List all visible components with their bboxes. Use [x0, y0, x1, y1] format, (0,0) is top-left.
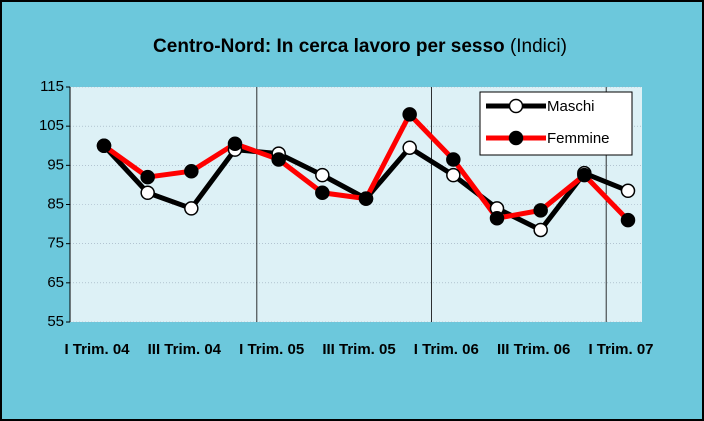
marker — [533, 203, 548, 218]
marker — [271, 152, 286, 167]
marker — [620, 212, 636, 228]
marker — [446, 167, 461, 183]
x-tick-label: I Trim. 06 — [413, 341, 479, 358]
x-tick-label: III Trim. 06 — [496, 341, 571, 358]
legend-label: Femmine — [547, 130, 610, 147]
legend-box — [479, 91, 633, 156]
chart-title: Centro-Nord: In cerca lavoro per sesso (… — [153, 36, 567, 57]
y-tick-label: 85 — [47, 195, 64, 212]
y-tick-label: 65 — [47, 274, 64, 291]
marker — [96, 138, 112, 153]
x-tick-label: I Trim. 04 — [64, 341, 130, 358]
legend-marker — [508, 130, 524, 146]
y-tick-label: 75 — [47, 235, 64, 252]
legend-label: Maschi — [547, 98, 595, 115]
marker — [533, 222, 548, 238]
marker — [358, 191, 374, 206]
y-tick-label: 105 — [39, 117, 64, 134]
y-tick-label: 55 — [47, 313, 64, 330]
x-tick-label: III Trim. 04 — [147, 341, 222, 358]
x-tick-label: I Trim. 07 — [588, 341, 654, 358]
title-main: Centro-Nord: In cerca lavoro per sesso — [153, 36, 505, 57]
marker — [315, 167, 330, 183]
marker — [620, 183, 636, 199]
marker — [140, 169, 155, 185]
marker — [402, 140, 417, 155]
x-tick-label: III Trim. 05 — [322, 341, 396, 358]
marker — [489, 210, 505, 226]
marker — [446, 152, 461, 167]
legend-marker — [508, 98, 524, 114]
marker — [184, 163, 199, 179]
marker — [184, 201, 199, 216]
x-tick-label: I Trim. 05 — [239, 341, 305, 358]
y-tick-label: 115 — [40, 78, 64, 95]
title-suffix: (Indici) — [510, 36, 567, 57]
marker — [577, 167, 592, 183]
marker — [402, 107, 417, 122]
marker — [227, 136, 243, 152]
marker — [315, 185, 330, 200]
y-tick-label: 95 — [47, 156, 64, 173]
marker — [140, 185, 155, 200]
